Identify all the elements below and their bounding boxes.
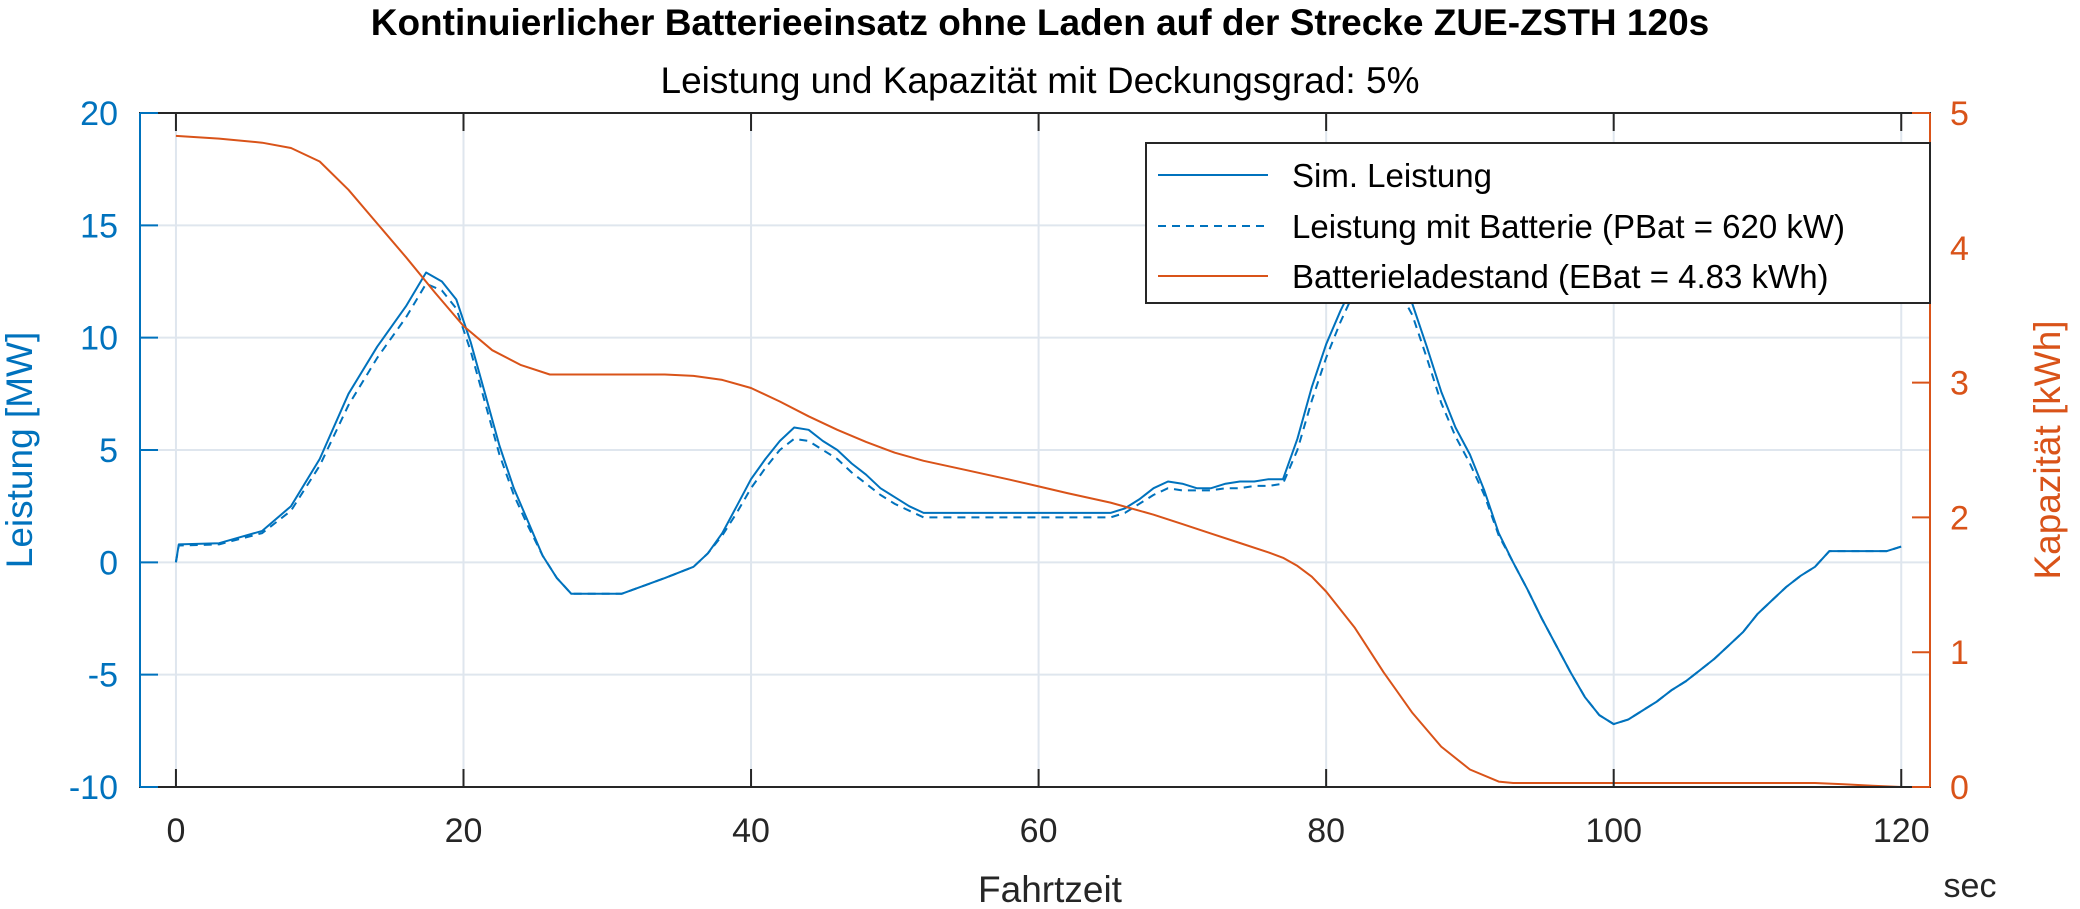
x-tick-label-6: 120	[1873, 812, 1930, 850]
series-line-leistung-mit-batterie	[174, 273, 1902, 726]
x-tick-label-4: 80	[1307, 812, 1345, 850]
x-tick-label-3: 60	[1020, 812, 1058, 850]
right-tick-label-1: 1	[1950, 634, 1969, 672]
x-tick-label-1: 20	[445, 812, 483, 850]
right-tick-label-3: 3	[1950, 365, 1969, 403]
left-axis-label: Leistung [MW]	[0, 332, 40, 568]
legend: Sim. Leistung Leistung mit Batterie (PBa…	[1145, 142, 1931, 304]
x-axis-unit: sec	[1944, 867, 1997, 905]
right-tick-label-5: 5	[1950, 95, 1969, 133]
right-tick-label-4: 4	[1950, 230, 1969, 268]
left-tick-label-3: 5	[99, 432, 118, 470]
x-tick-label-2: 40	[732, 812, 770, 850]
legend-label-sim-leistung: Sim. Leistung	[1292, 157, 1492, 194]
left-tick-label-4: 10	[80, 320, 118, 358]
legend-label-leistung-mit-batterie: Leistung mit Batterie (PBat = 620 kW)	[1292, 208, 1845, 245]
x-axis-label: Fahrtzeit	[978, 869, 1123, 909]
left-tick-label-5: 15	[80, 207, 118, 245]
left-tick-label-2: 0	[99, 544, 118, 582]
chart-title: Kontinuierlicher Batterieeinsatz ohne La…	[371, 2, 1710, 43]
left-tick-label-0: -10	[69, 769, 118, 807]
x-tick-label-0: 0	[166, 812, 185, 850]
right-tick-label-2: 2	[1950, 499, 1969, 537]
legend-box	[1145, 142, 1931, 304]
left-tick-label-1: -5	[88, 657, 118, 695]
right-tick-label-0: 0	[1950, 769, 1969, 807]
left-tick-label-6: 20	[80, 95, 118, 133]
legend-label-batterieladestand: Batterieladestand (EBat = 4.83 kWh)	[1292, 258, 1829, 295]
chart-subtitle: Leistung und Kapazität mit Deckungsgrad:…	[661, 60, 1420, 101]
ticks: 0 20 40 60 80 100 120 -10 -5 0 5 10 15 20 0 1 2 3 4 5	[69, 95, 1969, 850]
plot-lines	[174, 134, 1902, 788]
series-line-batterieladestand	[175, 134, 1902, 788]
right-axis-label: Kapazität [kWh]	[2027, 320, 2068, 579]
x-tick-label-5: 100	[1585, 812, 1642, 850]
